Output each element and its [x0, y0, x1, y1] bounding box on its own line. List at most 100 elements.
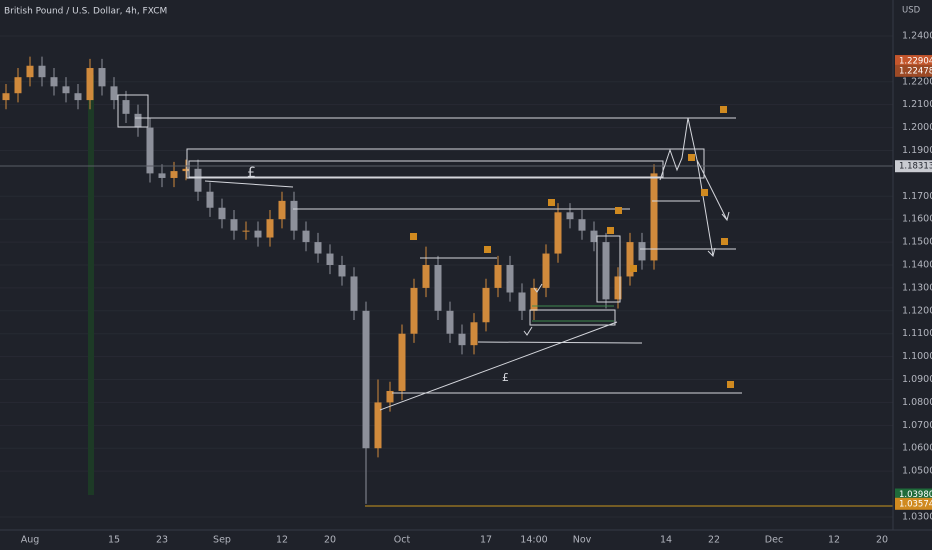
- candle-body: [182, 168, 190, 172]
- trend-line: [204, 180, 294, 188]
- zone: [529, 309, 616, 326]
- candles: [2, 56, 658, 504]
- candle-body: [578, 219, 586, 231]
- candle-body: [458, 333, 466, 346]
- candle-body: [218, 207, 226, 220]
- candle-body: [134, 113, 142, 128]
- candle-body: [386, 390, 394, 403]
- grid: [0, 35, 893, 518]
- candle-body: [194, 168, 202, 192]
- check-marks: [523, 283, 543, 336]
- axes: 1.24000 1.22000 1.21000 1.20000 1.19000 1.170…: [21, 30, 932, 546]
- candle-body: [266, 219, 274, 238]
- candle-body: [14, 77, 22, 94]
- x-tick-label: Oct: [394, 535, 411, 546]
- projection: [659, 117, 730, 257]
- x-tick-label: Dec: [765, 535, 783, 546]
- x-tick-label: 14: [660, 535, 672, 546]
- x-tick-label: 12: [276, 535, 288, 546]
- trend-line: [379, 321, 618, 411]
- candle-body: [530, 287, 538, 311]
- level-line: [477, 341, 643, 344]
- price-badge: [895, 160, 932, 173]
- candle-body: [554, 212, 562, 254]
- y-tick-label: 1.17000: [902, 191, 932, 202]
- candle-body: [338, 265, 346, 277]
- y-tick-label: 1.19000: [902, 145, 932, 156]
- candle-body: [314, 242, 322, 254]
- y-tick-label: 1.09000: [902, 374, 932, 385]
- candle-body: [242, 230, 250, 232]
- y-tick-label: 1.03000: [902, 511, 932, 522]
- y-tick-label: 1.10000: [902, 351, 932, 362]
- candle-body: [410, 287, 418, 334]
- candle-body: [206, 191, 214, 208]
- candle-body: [110, 86, 118, 101]
- candle-body: [290, 200, 298, 231]
- alert-icons: [410, 106, 734, 388]
- x-tick-label: 12: [828, 535, 840, 546]
- candle-body: [422, 265, 430, 288]
- candle-body: [230, 219, 238, 231]
- candle-body: [254, 230, 262, 238]
- y-tick-label: 1.11000: [902, 328, 932, 339]
- session-band: [88, 75, 94, 495]
- candle-body: [374, 402, 382, 449]
- candle-body: [638, 242, 646, 261]
- x-tick-label: 20: [324, 535, 336, 546]
- candle-body: [542, 253, 550, 288]
- x-tick-label: Nov: [573, 535, 592, 546]
- candle-body: [614, 276, 622, 300]
- candle-body: [350, 276, 358, 311]
- zone: [186, 148, 705, 179]
- price-badge-label: 1.22478: [899, 66, 932, 76]
- candle-body: [62, 86, 70, 94]
- y-tick-label: 1.13000: [902, 282, 932, 293]
- chart-title: British Pound / U.S. Dollar, 4h, FXCM: [4, 7, 167, 17]
- x-tick-label: 15: [108, 535, 120, 546]
- zone: [596, 235, 621, 303]
- y-tick-label: 1.14000: [902, 260, 932, 271]
- candle-body: [170, 171, 178, 178]
- candle-body: [74, 93, 82, 101]
- candle-body: [494, 265, 502, 288]
- y-tick-label: 1.21000: [902, 99, 932, 110]
- y-tick-label: 1.08000: [902, 397, 932, 408]
- candle-body: [146, 127, 154, 174]
- y-tick-label: 1.24000: [902, 30, 932, 41]
- y-tick-label: 1.07000: [902, 420, 932, 431]
- x-tick-label: 22: [708, 535, 720, 546]
- y-tick-label: 1.12000: [902, 305, 932, 316]
- axis-unit: USD: [902, 6, 921, 16]
- candle-body: [86, 68, 94, 101]
- candle-body: [650, 173, 658, 261]
- candle-body: [278, 200, 286, 220]
- zone: [188, 160, 664, 178]
- y-tick-label: 1.16000: [902, 214, 932, 225]
- candle-body: [446, 310, 454, 334]
- price-badge-label: 1.22904: [899, 57, 932, 67]
- candle-body: [158, 173, 166, 178]
- y-tick-label: 1.15000: [902, 237, 932, 248]
- y-tick-label: 1.06000: [902, 443, 932, 454]
- price-badge-label: 1.18313: [899, 162, 932, 172]
- candle-body: [362, 310, 370, 449]
- candle-body: [590, 230, 598, 243]
- x-tick-label: 20: [876, 535, 888, 546]
- candle-body: [470, 322, 478, 346]
- candle-body: [434, 265, 442, 311]
- price-badge: [895, 55, 932, 68]
- candle-body: [506, 265, 514, 293]
- annotation: £: [247, 165, 256, 181]
- price-badge-label: 1.03574: [899, 499, 932, 509]
- candle-body: [518, 292, 526, 311]
- box: [117, 94, 149, 128]
- x-tick-label: 17: [480, 535, 492, 546]
- candle-body: [626, 242, 634, 277]
- candle-body: [26, 65, 34, 78]
- candle-body: [566, 212, 574, 220]
- candle-body: [122, 100, 130, 114]
- candle-body: [482, 287, 490, 323]
- price-badge: [895, 64, 932, 77]
